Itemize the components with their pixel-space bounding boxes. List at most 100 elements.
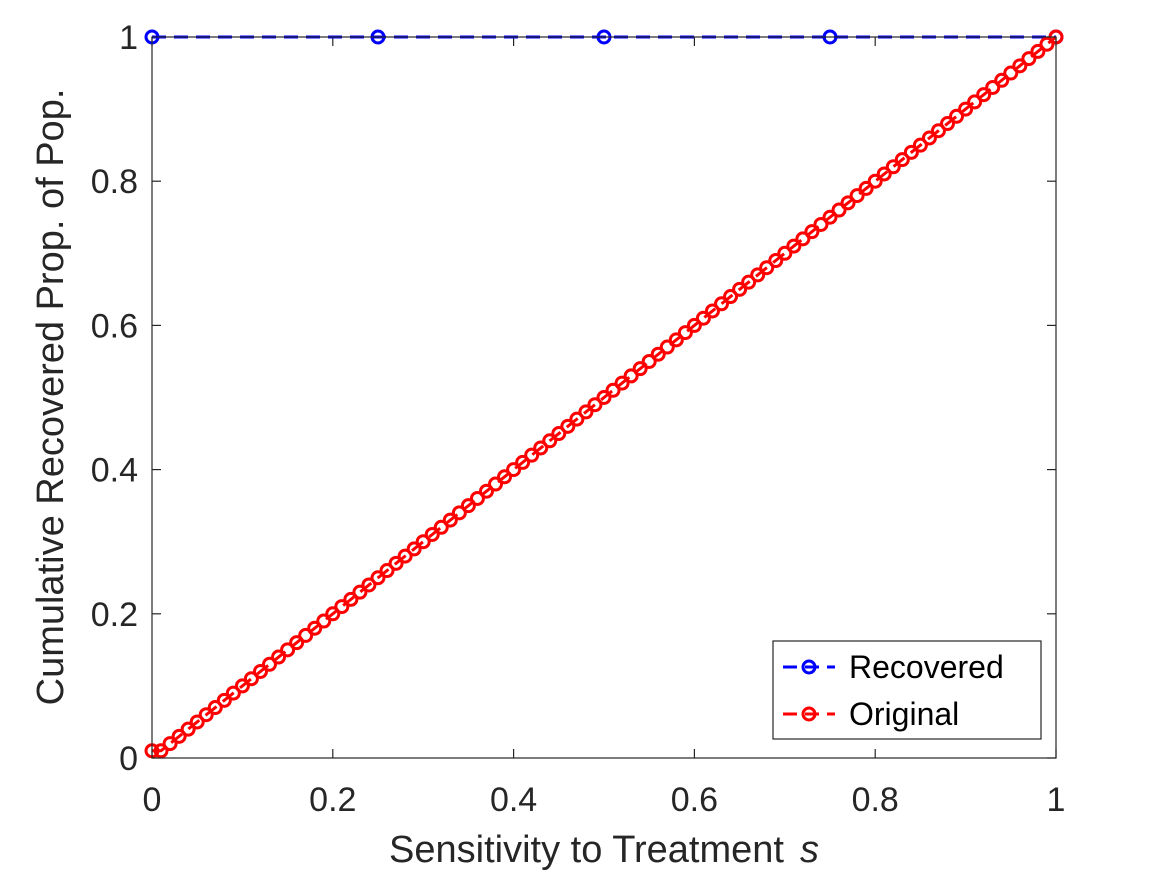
data-point: [1021, 51, 1037, 67]
data-point: [714, 296, 730, 312]
data-point: [361, 577, 377, 593]
data-point: [759, 260, 775, 276]
y-tick-label: 0: [119, 740, 138, 778]
y-tick-label: 0.2: [91, 596, 138, 634]
data-point: [596, 390, 612, 405]
data-point: [876, 166, 892, 182]
data-point: [723, 289, 739, 305]
legend-label: Original: [849, 696, 959, 732]
data-point: [252, 663, 268, 679]
data-point: [298, 627, 314, 643]
data-point: [189, 714, 205, 730]
data-point: [578, 404, 594, 420]
data-point: [940, 116, 956, 132]
data-point: [469, 490, 485, 506]
series-line: [152, 35, 1057, 753]
data-point: [334, 599, 350, 615]
y-tick-label: 1: [119, 19, 138, 57]
data-point: [1012, 58, 1028, 74]
data-point: [262, 656, 278, 672]
plot-frame: [151, 36, 1057, 759]
data-point: [379, 563, 395, 579]
data-point: [433, 519, 449, 535]
data-point: [894, 152, 910, 168]
series-original: [144, 29, 1064, 759]
data-point: [569, 411, 585, 427]
legend-box: [772, 640, 1042, 740]
data-point: [768, 253, 784, 269]
data-point: [488, 476, 504, 492]
data-point: [243, 671, 259, 687]
data-point: [831, 202, 847, 218]
x-axis-title-text: Sensitivity to Treatment: [389, 829, 784, 871]
data-point: [994, 72, 1010, 88]
data-point: [822, 209, 838, 225]
data-point: [153, 743, 169, 759]
data-point: [370, 570, 386, 586]
data-point: [858, 180, 874, 196]
data-point: [343, 591, 359, 607]
data-point: [289, 635, 305, 651]
data-point: [976, 87, 992, 103]
y-axis-title: Cumulative Recovered Prop. of Pop.: [30, 89, 72, 706]
data-point: [307, 620, 323, 636]
data-point: [352, 584, 368, 600]
data-point: [424, 526, 440, 542]
data-point: [985, 79, 1001, 95]
data-point: [750, 267, 766, 283]
data-point: [650, 346, 666, 362]
x-axis-title-symbol: s: [800, 829, 819, 871]
data-point: [542, 433, 558, 449]
data-point: [271, 649, 287, 665]
data-point: [695, 310, 711, 326]
legend: Recovered Original: [772, 640, 1042, 740]
x-tick-label: 0: [143, 781, 162, 819]
data-point: [560, 418, 576, 434]
legend-swatch-marker: [801, 706, 817, 722]
x-tick-label: 0.4: [490, 781, 537, 819]
data-point: [207, 700, 223, 716]
data-point: [216, 692, 232, 708]
data-point: [225, 685, 241, 701]
data-point: [741, 274, 757, 290]
data-point: [686, 317, 702, 333]
data-point: [677, 325, 693, 341]
x-axis-title: Sensitivity to Treatment s: [389, 829, 819, 871]
data-point: [316, 613, 332, 629]
data-point: [605, 382, 621, 398]
data-point: [515, 454, 531, 470]
x-tick-label: 1: [1047, 781, 1066, 819]
data-point: [442, 512, 458, 528]
data-point: [786, 238, 802, 254]
data-point: [388, 555, 404, 571]
data-point: [614, 375, 630, 391]
data-point: [551, 426, 567, 442]
x-tick-label: 0.8: [852, 781, 899, 819]
data-point: [804, 224, 820, 240]
data-point: [325, 606, 341, 622]
data-point: [659, 339, 675, 355]
data-point: [732, 281, 748, 297]
legend-label: Recovered: [849, 649, 1004, 685]
data-point: [397, 548, 413, 564]
data-point: [632, 361, 648, 377]
data-point: [198, 707, 214, 723]
data-point: [813, 216, 829, 232]
data-point: [234, 678, 250, 694]
data-point: [478, 483, 494, 499]
data-point: [668, 332, 684, 348]
data-point: [162, 736, 178, 752]
data-point: [1003, 65, 1019, 81]
y-tick-label: 0.8: [91, 163, 138, 201]
x-tick-label: 0.6: [671, 781, 718, 819]
data-point: [524, 447, 540, 463]
data-point: [641, 353, 657, 369]
data-point: [949, 108, 965, 124]
y-tick-label: 0.4: [91, 452, 138, 490]
data-point: [704, 303, 720, 319]
data-point: [171, 728, 187, 744]
data-point: [958, 101, 974, 117]
data-point: [930, 123, 946, 139]
data-point: [497, 469, 513, 485]
